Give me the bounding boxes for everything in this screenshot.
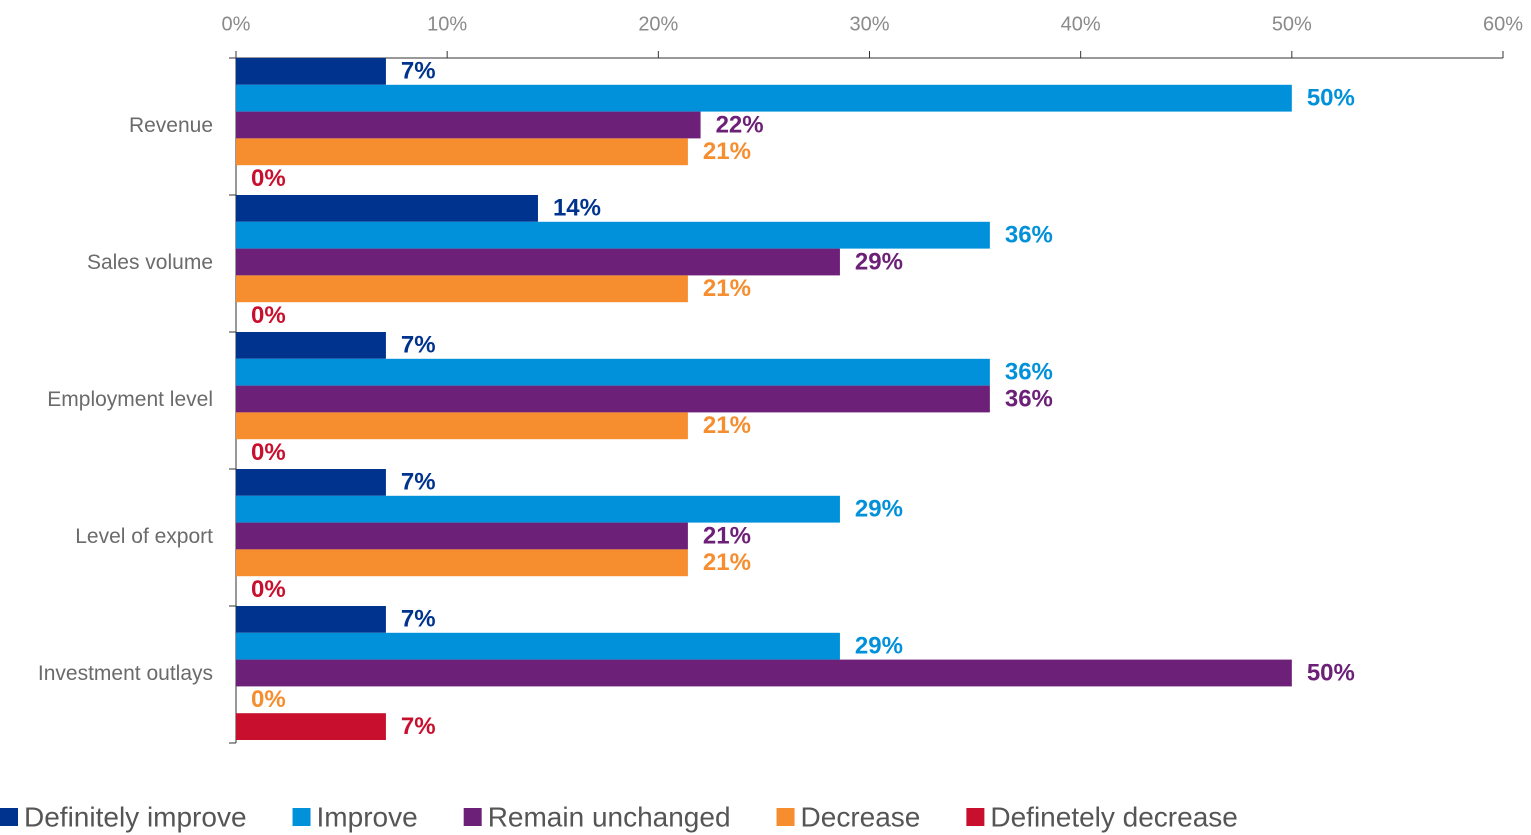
value-label: 0% — [251, 576, 286, 603]
bar — [236, 549, 688, 577]
legend-swatch — [0, 808, 18, 826]
value-label: 29% — [855, 496, 903, 523]
legend-label: Improve — [317, 801, 418, 832]
bar — [236, 659, 1292, 687]
legend-swatch — [966, 808, 985, 826]
y-tick-label: Revenue — [129, 114, 213, 137]
value-label: 7% — [401, 332, 436, 359]
value-label: 36% — [1005, 385, 1053, 412]
x-tick-label: 40% — [1061, 13, 1101, 35]
x-tick-label: 10% — [427, 13, 467, 35]
value-label: 7% — [401, 469, 436, 496]
bar — [236, 195, 538, 222]
value-label: 29% — [855, 633, 903, 660]
bar — [236, 248, 840, 276]
bar — [236, 58, 386, 85]
bar — [236, 358, 990, 386]
value-label: 21% — [703, 412, 751, 439]
x-tick-label: 0% — [222, 13, 251, 35]
legend-label: Decrease — [801, 801, 921, 832]
value-label: 7% — [401, 606, 436, 633]
bar — [236, 412, 688, 440]
value-label: 29% — [855, 248, 903, 275]
bar — [236, 385, 990, 413]
x-tick-label: 50% — [1272, 13, 1312, 35]
value-label: 22% — [716, 111, 764, 138]
x-tick-label: 30% — [849, 13, 889, 35]
value-label: 50% — [1307, 659, 1355, 686]
bar — [236, 138, 688, 166]
value-label: 21% — [703, 522, 751, 549]
value-label: 0% — [251, 302, 286, 329]
value-label: 0% — [251, 439, 286, 466]
value-label: 21% — [703, 275, 751, 302]
y-tick-label: Level of export — [75, 525, 213, 548]
value-label: 36% — [1005, 222, 1053, 249]
bar — [236, 606, 386, 633]
legend-label: Definetely decrease — [990, 801, 1237, 832]
bar — [236, 84, 1292, 112]
y-tick-label: Sales volume — [87, 251, 213, 274]
value-label: 50% — [1307, 85, 1355, 112]
bar — [236, 522, 688, 550]
bar — [236, 632, 840, 660]
y-tick-label: Employment level — [47, 388, 213, 411]
legend-swatch — [776, 808, 795, 826]
value-label: 0% — [251, 165, 286, 192]
bar — [236, 111, 701, 139]
legend-swatch — [292, 808, 311, 826]
value-label: 36% — [1005, 359, 1053, 386]
value-label: 21% — [703, 138, 751, 165]
bar — [236, 469, 386, 496]
bar — [236, 713, 386, 740]
x-tick-label: 60% — [1483, 13, 1523, 35]
legend-swatch — [463, 808, 482, 826]
value-label: 21% — [703, 549, 751, 576]
value-label: 7% — [401, 713, 436, 740]
legend-label: Remain unchanged — [488, 801, 731, 832]
legend-label: Definitely improve — [24, 801, 247, 832]
bar — [236, 275, 688, 303]
x-tick-label: 20% — [638, 13, 678, 35]
bar — [236, 332, 386, 359]
bar — [236, 495, 840, 523]
bar — [236, 221, 990, 249]
value-label: 14% — [553, 195, 601, 222]
value-label: 0% — [251, 686, 286, 713]
value-label: 7% — [401, 58, 436, 85]
y-tick-label: Investment outlays — [38, 662, 213, 685]
